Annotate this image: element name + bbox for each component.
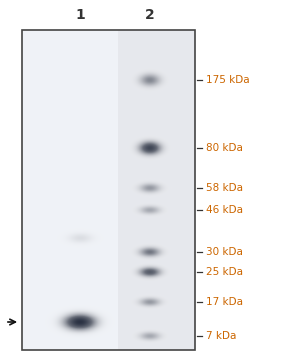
Text: 30 kDa: 30 kDa: [206, 247, 243, 257]
Text: 2: 2: [145, 8, 155, 22]
Text: 80 kDa: 80 kDa: [206, 143, 243, 153]
Bar: [22, 30, 195, 350]
Text: 46 kDa: 46 kDa: [206, 205, 243, 215]
Text: 175 kDa: 175 kDa: [206, 75, 250, 85]
Text: 25 kDa: 25 kDa: [206, 267, 243, 277]
Text: 7 kDa: 7 kDa: [206, 331, 236, 341]
Text: 17 kDa: 17 kDa: [206, 297, 243, 307]
Text: 58 kDa: 58 kDa: [206, 183, 243, 193]
Text: 1: 1: [75, 8, 85, 22]
